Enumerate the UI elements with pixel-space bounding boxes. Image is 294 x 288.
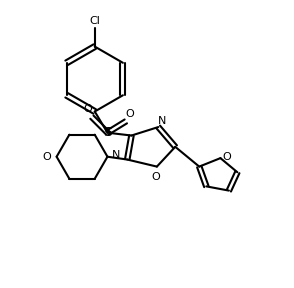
Text: N: N <box>158 116 166 126</box>
Text: O: O <box>83 104 92 114</box>
Text: N: N <box>112 150 120 160</box>
Text: O: O <box>43 152 51 162</box>
Text: O: O <box>151 172 160 182</box>
Text: O: O <box>126 109 134 119</box>
Text: O: O <box>222 152 231 162</box>
Text: S: S <box>103 126 112 139</box>
Text: Cl: Cl <box>89 16 100 26</box>
